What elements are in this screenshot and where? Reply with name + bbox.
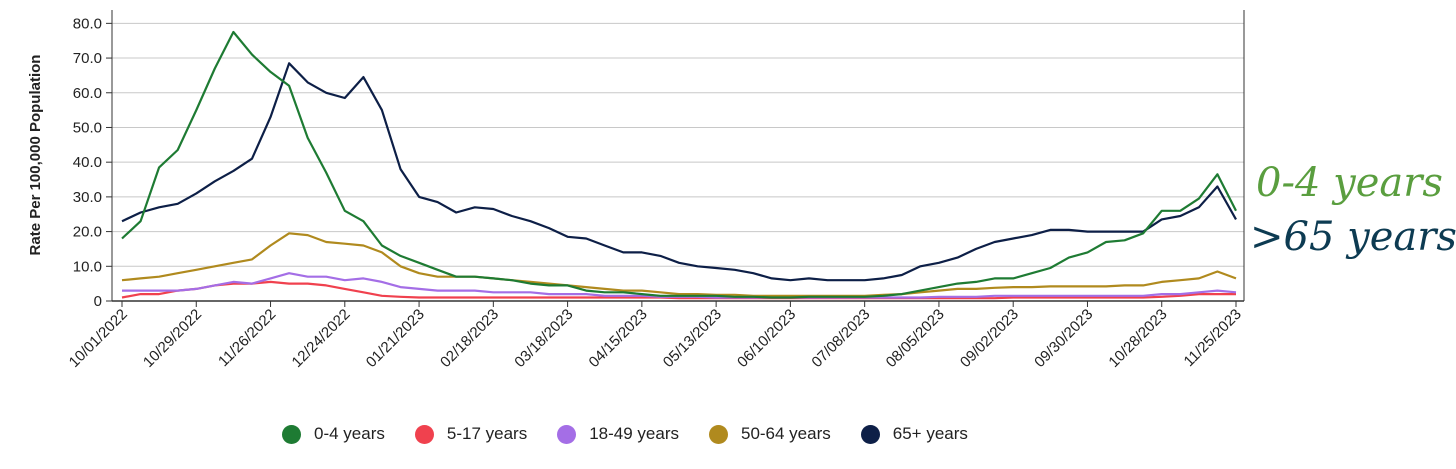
gridlines — [112, 22, 1244, 267]
y-tick-label: 40.0 — [73, 154, 102, 171]
x-tick-label: 10/29/2022 — [140, 306, 205, 371]
x-tick-label: 03/18/2023 — [511, 306, 576, 371]
y-tick-label: 70.0 — [73, 50, 102, 67]
x-tick-label: 01/21/2023 — [363, 306, 428, 371]
x-tick-label: 11/26/2022 — [215, 306, 279, 370]
series-line-50-64-years[interactable] — [121, 232, 1237, 297]
legend-item-50-64-years[interactable]: 50-64 years — [708, 424, 831, 444]
x-tick-label: 08/05/2023 — [883, 306, 948, 371]
x-tick-label: 09/02/2023 — [957, 306, 1022, 371]
x-tick-label: 07/08/2023 — [808, 306, 873, 371]
legend-marker-18-49-years — [557, 424, 577, 444]
legend-label-5-17-years: 5-17 years — [446, 424, 528, 443]
legend-item-5-17-years[interactable]: 5-17 years — [414, 424, 528, 444]
y-tick-label: 10.0 — [73, 258, 102, 275]
annotation-65-years: >65 years — [1250, 214, 1456, 260]
legend-marker-5-17-years — [414, 424, 434, 444]
legend-label-0-4-years: 0-4 years — [314, 424, 385, 443]
y-tick-label: 0 — [94, 293, 102, 310]
y-axis-label: Rate Per 100,000 Population — [27, 55, 44, 256]
x-tick-label: 06/10/2023 — [734, 306, 799, 371]
legend-label-50-64-years: 50-64 years — [740, 424, 831, 443]
series-line-65-years[interactable] — [121, 62, 1237, 282]
series-lines — [121, 30, 1237, 300]
y-tick-label: 60.0 — [73, 85, 102, 102]
y-tick-label: 80.0 — [73, 15, 102, 32]
series-line-0-4-years[interactable] — [121, 30, 1237, 299]
legend-marker-50-64-years — [708, 424, 728, 444]
x-tick-label: 12/24/2022 — [289, 306, 354, 371]
x-tick-label: 04/15/2023 — [586, 306, 651, 371]
legend-label-18-49-years: 18-49 years — [589, 424, 679, 443]
x-tick-label: 09/30/2023 — [1031, 306, 1096, 371]
y-tick-label: 20.0 — [73, 224, 102, 241]
legend-item-0-4-years[interactable]: 0-4 years — [282, 424, 385, 444]
legend-marker-0-4-years — [282, 424, 301, 444]
legend-item-18-49-years[interactable]: 18-49 years — [557, 424, 679, 444]
x-tick-label: 10/28/2023 — [1105, 306, 1170, 371]
x-tick-label: 05/13/2023 — [660, 306, 725, 371]
legend-marker-65-plus-years — [860, 424, 880, 444]
annotation-0-4-years: 0-4 years — [1256, 160, 1443, 206]
x-tick-label: 10/01/2022 — [66, 306, 131, 371]
legend-item-65-plus-years[interactable]: 65+ years — [860, 424, 968, 444]
series-line-5-17-years[interactable] — [121, 280, 1236, 300]
legend: 0-4 years 5-17 years 18-49 years 50-64 y… — [282, 424, 998, 444]
y-tick-label: 50.0 — [73, 119, 102, 136]
y-axis-ticks: 0 10.0 20.0 30.0 40.0 50.0 60.0 70.0 80.0 — [73, 15, 112, 310]
x-tick-label: 02/18/2023 — [437, 306, 502, 371]
legend-label-65-plus-years: 65+ years — [892, 424, 968, 443]
x-tick-label: 11/25/2023 — [1181, 306, 1245, 370]
y-tick-label: 30.0 — [73, 189, 102, 206]
x-axis-ticks: 10/01/2022 10/29/2022 11/26/2022 12/24/2022… — [66, 301, 1245, 371]
